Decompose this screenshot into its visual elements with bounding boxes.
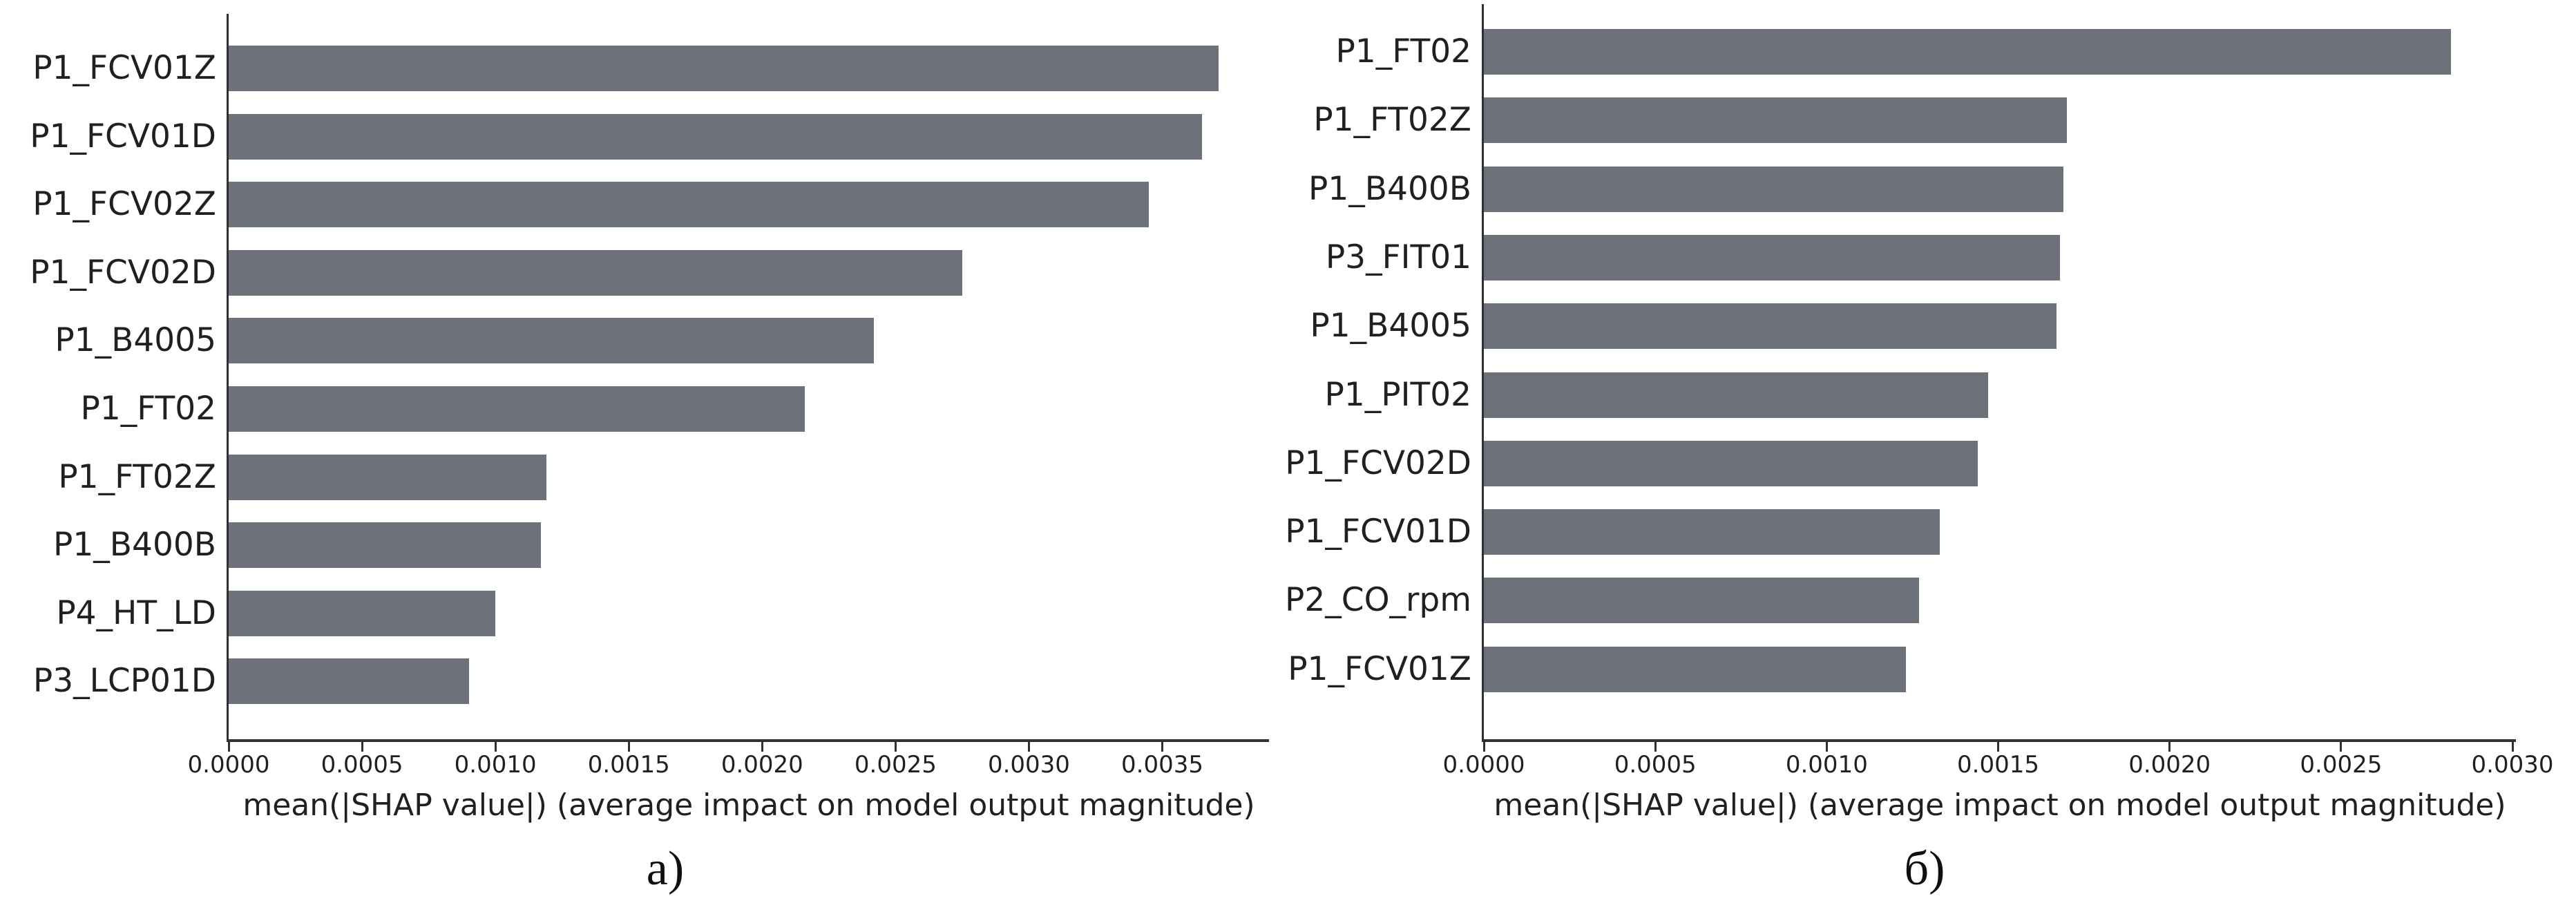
y-tick-label-P3_FIT01: P3_FIT01	[1325, 238, 1471, 276]
x-tick-mark	[1654, 742, 1657, 752]
x-tick-label: 0.0025	[2300, 751, 2383, 779]
bar-P1_FCV02D	[1484, 440, 1978, 486]
y-axis-spine	[227, 14, 229, 739]
x-tick-label: 0.0020	[721, 751, 803, 779]
x-tick-mark	[1825, 742, 1828, 752]
x-tick-label: 0.0000	[187, 751, 270, 779]
y-tick-label-P1_FCV02D: P1_FCV02D	[1285, 444, 1471, 482]
bar-P2_CO_rpm	[1484, 578, 1920, 624]
x-tick-label: 0.0010	[454, 751, 537, 779]
bar-P1_FT02	[1484, 29, 2451, 75]
x-tick-mark	[1482, 742, 1485, 752]
y-tick-label-P3_LCP01D: P3_LCP01D	[32, 662, 216, 701]
bar-P1_B400B	[1484, 166, 2063, 212]
y-tick-label-P2_CO_rpm: P2_CO_rpm	[1285, 581, 1471, 620]
x-tick-mark	[361, 742, 363, 752]
x-tick-mark	[1027, 742, 1030, 752]
bar-P1_FT02	[229, 386, 805, 432]
x-tick-label: 0.0030	[2471, 751, 2554, 779]
y-tick-label-P4_HT_LD: P4_HT_LD	[56, 593, 216, 632]
bar-P1_FT02Z	[1484, 97, 2067, 144]
y-axis-spine	[1482, 4, 1484, 739]
x-tick-label: 0.0025	[854, 751, 937, 779]
x-tick-mark	[2168, 742, 2171, 752]
y-tick-label-P1_FCV01D: P1_FCV01D	[1285, 513, 1471, 551]
x-tick-mark	[761, 742, 763, 752]
subfigure-caption-right: б)	[1904, 842, 1945, 895]
bar-P1_FCV02Z	[229, 182, 1149, 228]
bar-P1_FCV01Z	[229, 46, 1219, 91]
subfigure-caption-left: а)	[646, 842, 685, 895]
x-axis-title-left: mean(|SHAP value|) (average impact on mo…	[242, 788, 1255, 823]
x-tick-label: 0.0015	[1957, 751, 2039, 779]
x-tick-label: 0.0020	[2128, 751, 2211, 779]
y-tick-label-P1_FCV01Z: P1_FCV01Z	[1288, 649, 1471, 688]
bar-P1_B4005	[229, 318, 875, 364]
y-tick-label-P1_B4005: P1_B4005	[55, 321, 216, 360]
x-tick-label: 0.0035	[1121, 751, 1204, 779]
bar-P1_PIT02	[1484, 372, 1988, 418]
bar-P1_B400B	[229, 522, 541, 569]
x-tick-label: 0.0030	[987, 751, 1070, 779]
y-tick-label-P1_FCV01Z: P1_FCV01Z	[32, 49, 216, 87]
x-tick-mark	[494, 742, 497, 752]
x-tick-label: 0.0015	[587, 751, 670, 779]
y-tick-label-P1_B400B: P1_B400B	[1308, 169, 1471, 208]
bar-P1_FCV01Z	[1484, 646, 1906, 692]
bar-P4_HT_LD	[229, 590, 496, 636]
x-tick-label: 0.0010	[1785, 751, 1868, 779]
bar-P1_FCV01D	[229, 113, 1203, 160]
x-tick-mark	[1161, 742, 1164, 752]
bar-P3_LCP01D	[229, 658, 469, 705]
y-tick-label-P1_B4005: P1_B4005	[1310, 307, 1471, 345]
x-tick-mark	[227, 742, 230, 752]
bar-P1_B4005	[1484, 303, 2057, 350]
y-tick-label-P1_FCV02Z: P1_FCV02Z	[32, 185, 216, 224]
x-tick-mark	[2340, 742, 2343, 752]
x-tick-mark	[2511, 742, 2514, 752]
x-axis-line	[1482, 739, 2516, 742]
bar-P3_FIT01	[1484, 234, 2060, 280]
y-tick-label-P1_FCV02D: P1_FCV02D	[30, 253, 216, 292]
x-tick-label: 0.0005	[321, 751, 403, 779]
x-tick-mark	[894, 742, 897, 752]
y-tick-label-P1_FT02Z: P1_FT02Z	[58, 457, 216, 496]
y-tick-label-P1_B400B: P1_B400B	[53, 526, 216, 564]
y-tick-label-P1_FT02: P1_FT02	[80, 390, 216, 428]
x-tick-mark	[1997, 742, 2000, 752]
y-tick-label-P1_PIT02: P1_PIT02	[1324, 375, 1471, 414]
x-axis-line	[227, 739, 1269, 742]
y-tick-label-P1_FCV01D: P1_FCV01D	[30, 117, 216, 155]
bar-P1_FCV01D	[1484, 509, 1940, 555]
bar-P1_FT02Z	[229, 454, 546, 500]
y-tick-label-P1_FT02Z: P1_FT02Z	[1313, 101, 1471, 140]
x-tick-label: 0.0000	[1442, 751, 1525, 779]
x-axis-title-right: mean(|SHAP value|) (average impact on mo…	[1494, 788, 2506, 823]
x-tick-label: 0.0005	[1614, 751, 1697, 779]
y-tick-label-P1_FT02: P1_FT02	[1335, 32, 1471, 70]
x-tick-mark	[627, 742, 630, 752]
bar-P1_FCV02D	[229, 249, 962, 296]
